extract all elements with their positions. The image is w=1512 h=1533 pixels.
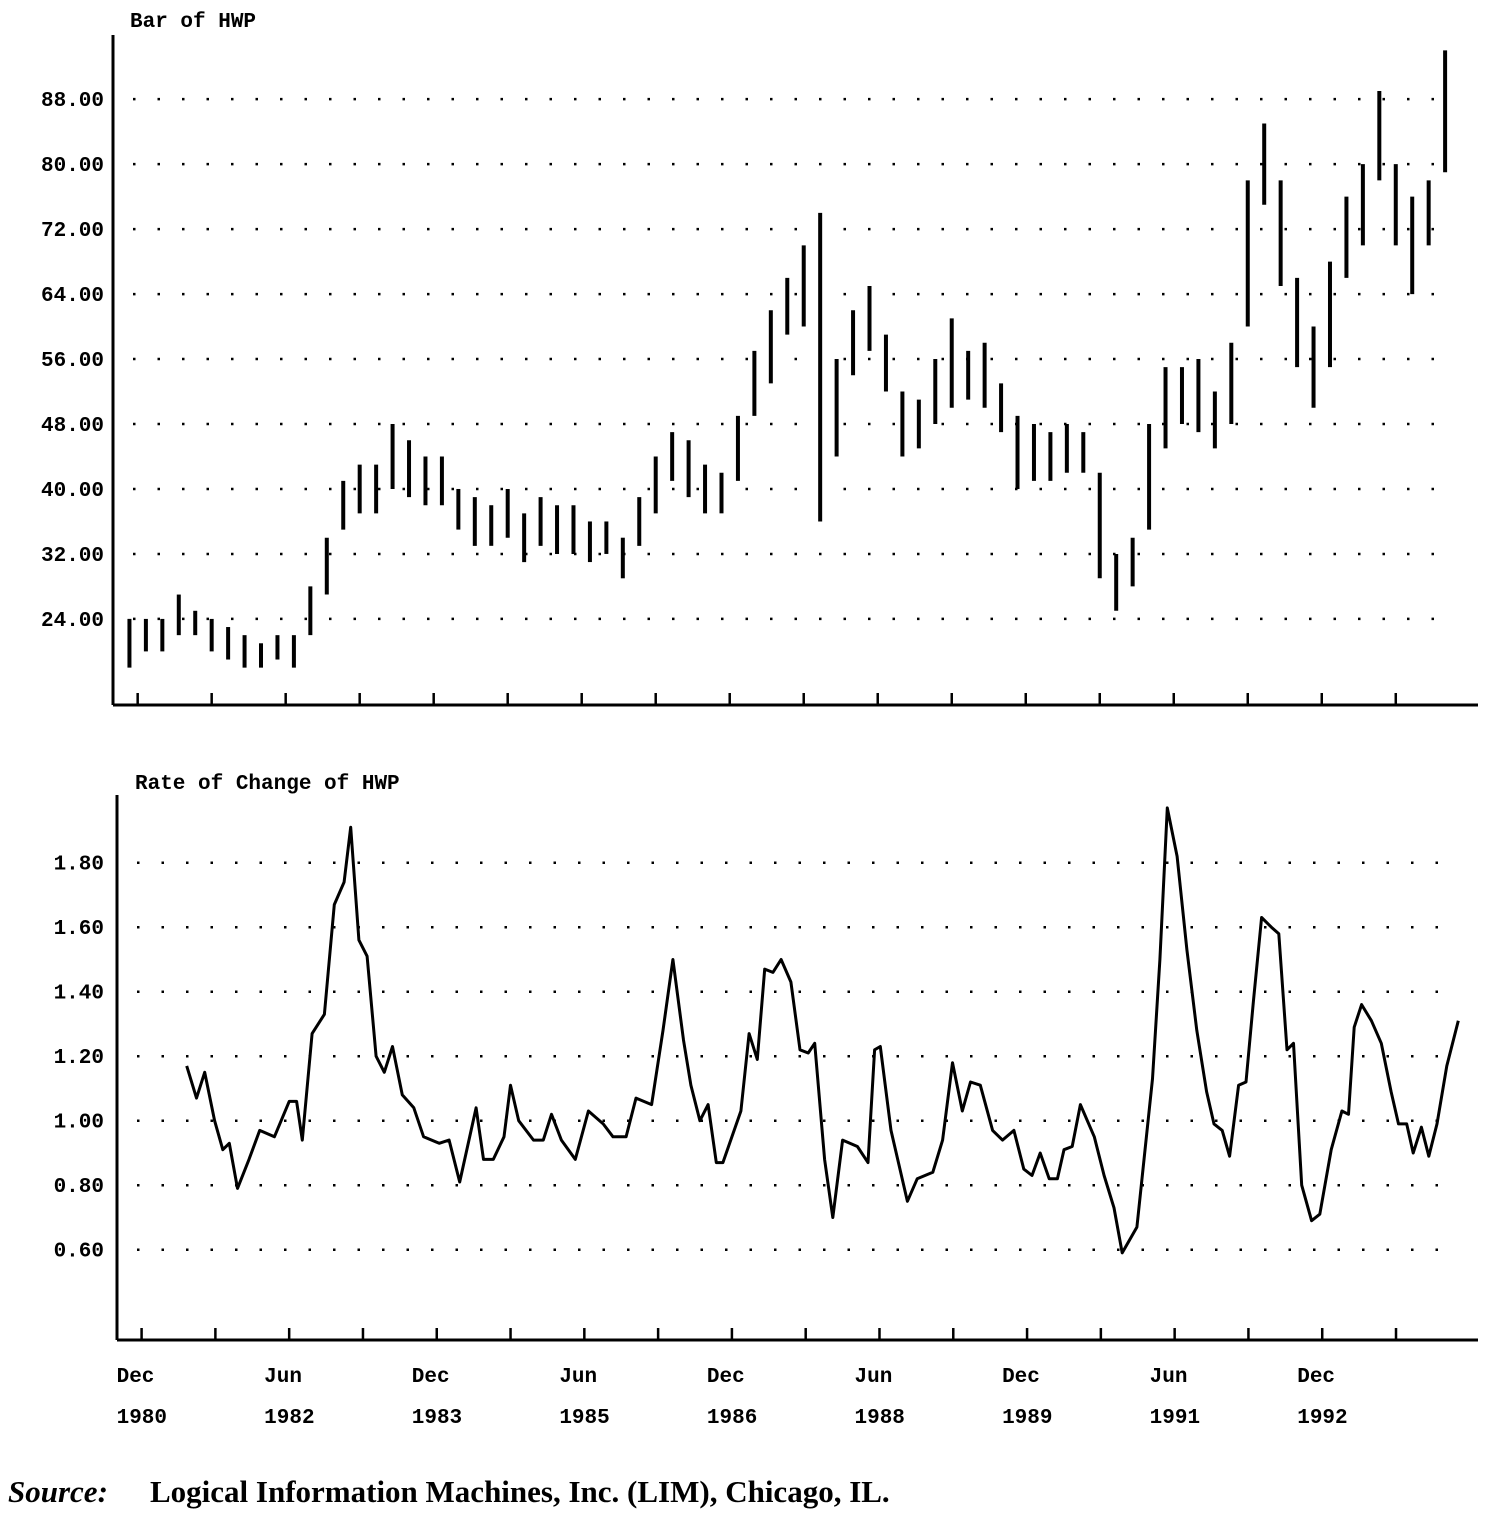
y-tick-label: 1.80: [54, 854, 104, 877]
chart-title: Bar of HWP: [130, 11, 256, 34]
y-tick-label: 0.80: [54, 1176, 104, 1199]
x-tick-label: Jun 1991: [1150, 1366, 1200, 1430]
y-tick-label: 48.00: [41, 415, 104, 438]
y-tick-label: 56.00: [41, 350, 104, 373]
x-tick-label: Dec 1992: [1297, 1366, 1347, 1430]
chart-title: Rate of Change of HWP: [135, 773, 400, 796]
x-tick-label: Dec 1986: [707, 1366, 757, 1430]
x-tick-label: Jun 1982: [264, 1366, 314, 1430]
x-tick-label: Dec 1980: [117, 1366, 167, 1430]
x-tick-label: Jun 1985: [559, 1366, 609, 1430]
y-tick-label: 40.00: [41, 480, 104, 503]
x-tick-label: Dec 1983: [412, 1366, 462, 1430]
y-tick-label: 64.00: [41, 285, 104, 308]
y-tick-label: 1.00: [54, 1112, 104, 1135]
y-tick-label: 32.00: [41, 545, 104, 568]
x-tick-label: Jun 1988: [854, 1366, 904, 1430]
y-tick-label: 0.60: [54, 1241, 104, 1264]
y-tick-label: 24.00: [41, 610, 104, 633]
source-text: Logical Information Machines, Inc. (LIM)…: [150, 1474, 890, 1509]
y-tick-label: 1.60: [54, 918, 104, 941]
y-tick-label: 1.20: [54, 1047, 104, 1070]
y-tick-label: 80.00: [41, 155, 104, 178]
y-tick-label: 72.00: [41, 220, 104, 243]
source-label: Source:: [8, 1474, 108, 1509]
line: [185, 806, 1460, 1255]
y-tick-label: 1.40: [54, 983, 104, 1006]
y-tick-label: 88.00: [41, 90, 104, 113]
x-tick-label: Dec 1989: [1002, 1366, 1052, 1430]
